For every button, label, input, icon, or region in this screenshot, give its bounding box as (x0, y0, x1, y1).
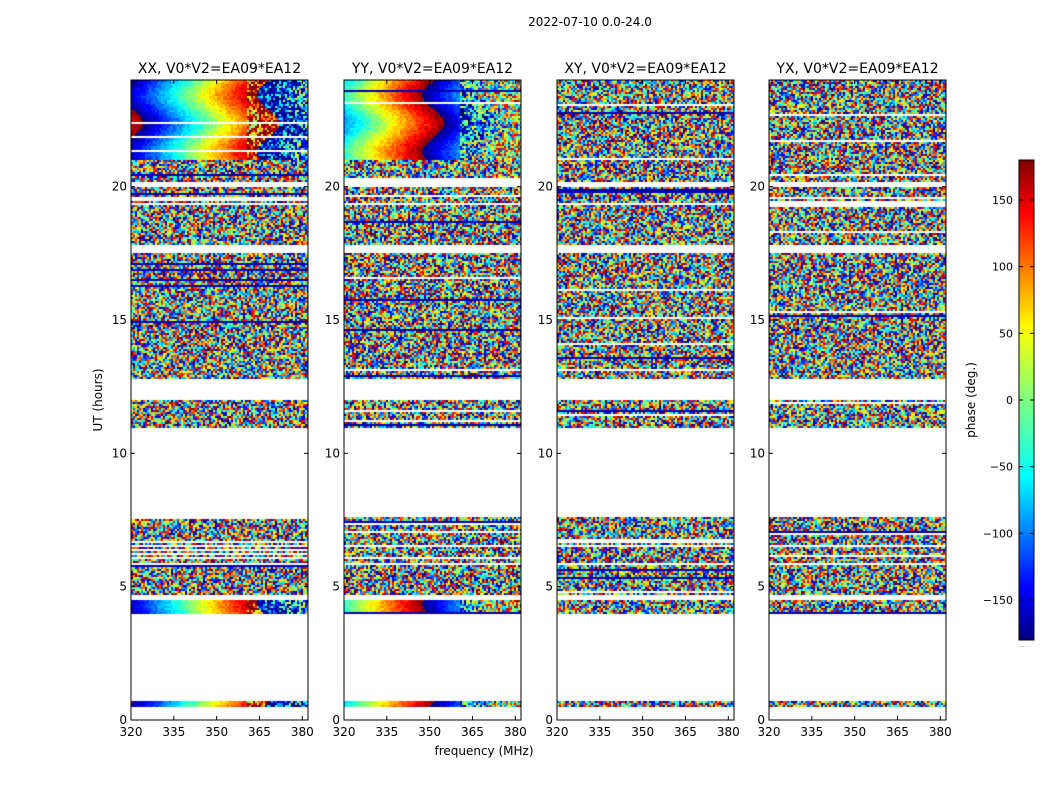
x-tick-label: 335 (800, 725, 823, 739)
x-tick-label: 365 (674, 725, 697, 739)
colorbar-tick-label: −100 (983, 527, 1013, 540)
plot-frame (768, 79, 947, 721)
y-tick-label: 15 (112, 313, 127, 327)
y-tick-label: 10 (112, 446, 127, 460)
y-tick-label: 10 (538, 446, 553, 460)
colorbar-tick-label: −50 (990, 461, 1013, 474)
y-tick-label: 20 (750, 180, 765, 194)
y-tick-label: 5 (119, 580, 127, 594)
y-tick-label: 10 (750, 446, 765, 460)
panel-yy: YY, V0*V2=EA09*EA12 320 335 350 365 380 0 5 10 15… (325, 61, 527, 739)
colorbar: ..... phase (deg.) 150 100 50 0 −50 −100 −150 (964, 159, 1035, 649)
x-tick-label: 365 (886, 725, 909, 739)
x-tick-label: 380 (504, 725, 527, 739)
y-tick-label: 15 (750, 313, 765, 327)
y-tick-label: 20 (325, 180, 340, 194)
y-tick-label: 20 (538, 180, 553, 194)
x-tick-label: 350 (205, 725, 228, 739)
plot-frame (343, 79, 522, 721)
y-tick-label: 15 (325, 313, 340, 327)
panel-xx: XX, V0*V2=EA09*EA12 320 335 350 365 380 0 5 10 15… (112, 61, 314, 739)
x-tick-label: 365 (461, 725, 484, 739)
panel-title: YX, V0*V2=EA09*EA12 (775, 61, 938, 77)
y-tick-label: 15 (538, 313, 553, 327)
x-tick-label: 380 (717, 725, 740, 739)
x-tick-label: 335 (162, 725, 185, 739)
plot-frame (556, 79, 735, 721)
colorbar-label: phase (deg.) (964, 362, 978, 438)
y-tick-label: 5 (545, 580, 553, 594)
panel-title: XX, V0*V2=EA09*EA12 (138, 61, 301, 77)
y-tick-label: 5 (757, 580, 765, 594)
plot-frame (130, 79, 309, 721)
x-tick-label: 350 (631, 725, 654, 739)
x-tick-label: 320 (120, 725, 143, 739)
colorbar-tick-label: 50 (999, 327, 1013, 340)
heatmap-image-xx (131, 80, 308, 720)
y-tick-label: 0 (119, 713, 127, 727)
x-tick-label: 350 (843, 725, 866, 739)
y-tick-label: 0 (757, 713, 765, 727)
figure-title: 2022-07-10 0.0-24.0 (528, 15, 652, 29)
x-tick-label: 335 (375, 725, 398, 739)
x-tick-label: 320 (758, 725, 781, 739)
panel-title: XY, V0*V2=EA09*EA12 (564, 61, 726, 77)
y-tick-label: 20 (112, 180, 127, 194)
colorbar-tick-label: 150 (992, 194, 1013, 207)
y-axis-label: UT (hours) (91, 368, 105, 431)
heatmap-image-xy (557, 80, 734, 720)
panel-xy: XY, V0*V2=EA09*EA12 320 335 350 365 380 0 5 10 15… (538, 61, 740, 739)
x-tick-label: 380 (929, 725, 952, 739)
x-axis-label: frequency (MHz) (434, 744, 533, 758)
x-tick-label: 335 (588, 725, 611, 739)
heatmap-image-yx (769, 80, 946, 720)
x-tick-label: 380 (291, 725, 314, 739)
y-tick-label: 0 (545, 713, 553, 727)
panel-title: YY, V0*V2=EA09*EA12 (351, 61, 513, 77)
y-tick-label: 5 (332, 580, 340, 594)
panel-yx: YX, V0*V2=EA09*EA12 320 335 350 365 380 0 5 10 15… (750, 61, 952, 739)
x-tick-label: 320 (546, 725, 569, 739)
x-tick-label: 350 (418, 725, 441, 739)
colorbar-dots: ..... (1018, 641, 1029, 649)
colorbar-tick-label: −150 (983, 594, 1013, 607)
x-tick-label: 365 (248, 725, 271, 739)
colorbar-tick-label: 0 (1006, 394, 1013, 407)
colorbar-tick-label: 100 (992, 261, 1013, 274)
y-tick-label: 0 (332, 713, 340, 727)
y-tick-label: 10 (325, 446, 340, 460)
heatmap-image-yy (344, 80, 521, 720)
x-tick-label: 320 (333, 725, 356, 739)
